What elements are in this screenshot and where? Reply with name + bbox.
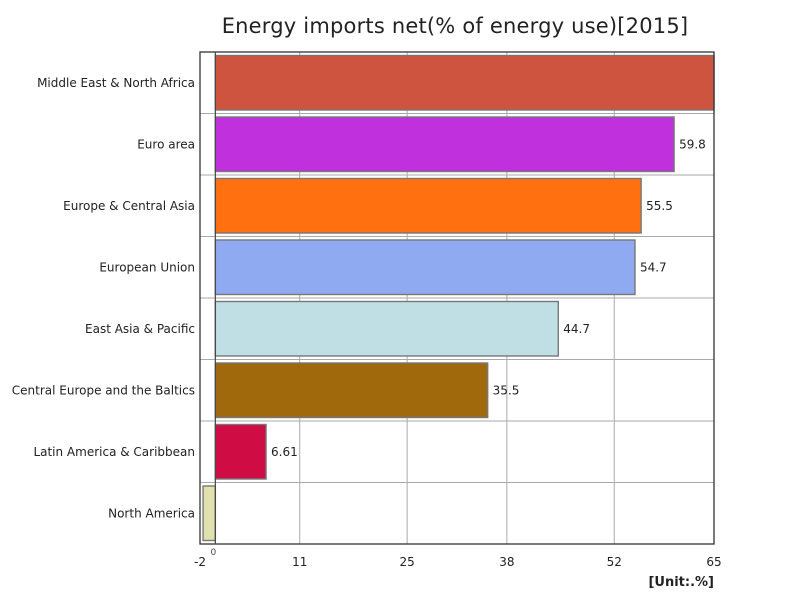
bar xyxy=(214,54,715,111)
bar xyxy=(214,177,642,234)
category-label: Middle East & North Africa xyxy=(37,76,195,90)
x-tick-label: 11 xyxy=(292,555,307,569)
value-label: 55.5 xyxy=(646,199,673,213)
value-label: 44.7 xyxy=(563,322,590,336)
bar xyxy=(214,300,559,357)
bar xyxy=(214,362,489,419)
bar xyxy=(214,116,675,173)
value-label: 54.7 xyxy=(640,260,667,274)
zero-tick-label: 0 xyxy=(210,548,216,558)
category-label: Europe & Central Asia xyxy=(63,199,195,213)
x-tick-label: 25 xyxy=(399,555,414,569)
bar xyxy=(202,485,217,542)
chart-title: Energy imports net(% of energy use)[2015… xyxy=(221,14,689,38)
value-label: 59.8 xyxy=(679,137,706,151)
unit-label: [Unit:.%] xyxy=(648,575,714,590)
category-label: Central Europe and the Baltics xyxy=(12,383,195,397)
category-label: Euro area xyxy=(137,137,195,151)
category-label: East Asia & Pacific xyxy=(85,322,195,336)
value-label: 35.5 xyxy=(493,383,520,397)
bar xyxy=(214,239,636,296)
value-label: 6.61 xyxy=(271,445,298,459)
x-tick-label: 65 xyxy=(706,555,721,569)
x-tick-label: 52 xyxy=(607,555,622,569)
x-tick-label: -2 xyxy=(194,555,206,569)
category-label: European Union xyxy=(99,260,195,274)
plot-frame xyxy=(199,51,715,545)
category-label: North America xyxy=(108,506,195,520)
bar xyxy=(214,423,267,480)
category-label: Latin America & Caribbean xyxy=(33,445,195,459)
x-tick-label: 38 xyxy=(499,555,514,569)
